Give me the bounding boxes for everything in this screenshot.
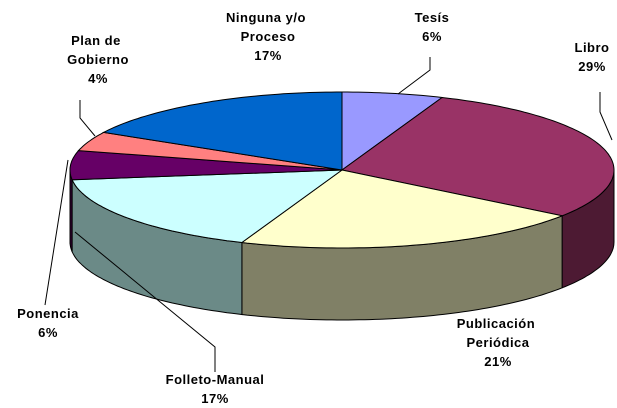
slice-label: Ponencia — [17, 306, 79, 321]
slice — [340, 96, 615, 217]
label-line: Ninguna y/o — [226, 10, 310, 25]
slice-value-label: 21% — [484, 354, 512, 369]
slice-value-label: 29% — [578, 59, 606, 74]
slice-side — [69, 170, 73, 252]
slice-label: Publicación Periódica — [457, 316, 540, 350]
slice — [101, 91, 343, 171]
leader-line — [74, 231, 216, 372]
slice-value-label: 6% — [38, 325, 58, 340]
leader-line — [44, 159, 69, 306]
slice-value-label: 17% — [254, 48, 282, 63]
slice-label: Folleto-Manual — [166, 372, 265, 387]
slice-value-label: 4% — [88, 71, 108, 86]
label-line: Publicación — [457, 316, 540, 331]
slice — [77, 131, 343, 171]
slice-label: Ninguna y/o Proceso — [226, 10, 310, 44]
label-line: Periódica — [466, 335, 529, 350]
slice-label: Plan de Gobierno — [67, 33, 129, 67]
label-line: Plan de — [71, 33, 125, 48]
slice-value-label: 17% — [201, 391, 229, 406]
leader-line — [599, 92, 613, 141]
slice-value-label: 6% — [422, 29, 442, 44]
slice — [69, 150, 343, 181]
slice — [71, 169, 344, 244]
leader-line — [79, 100, 96, 137]
slice — [341, 91, 444, 171]
label-line: Gobierno — [67, 52, 129, 67]
slice — [240, 169, 564, 249]
label-line: Proceso — [241, 29, 296, 44]
slice-label: Libro — [575, 40, 610, 55]
leader-line — [397, 57, 431, 95]
slice-label: Tesís — [415, 10, 450, 25]
